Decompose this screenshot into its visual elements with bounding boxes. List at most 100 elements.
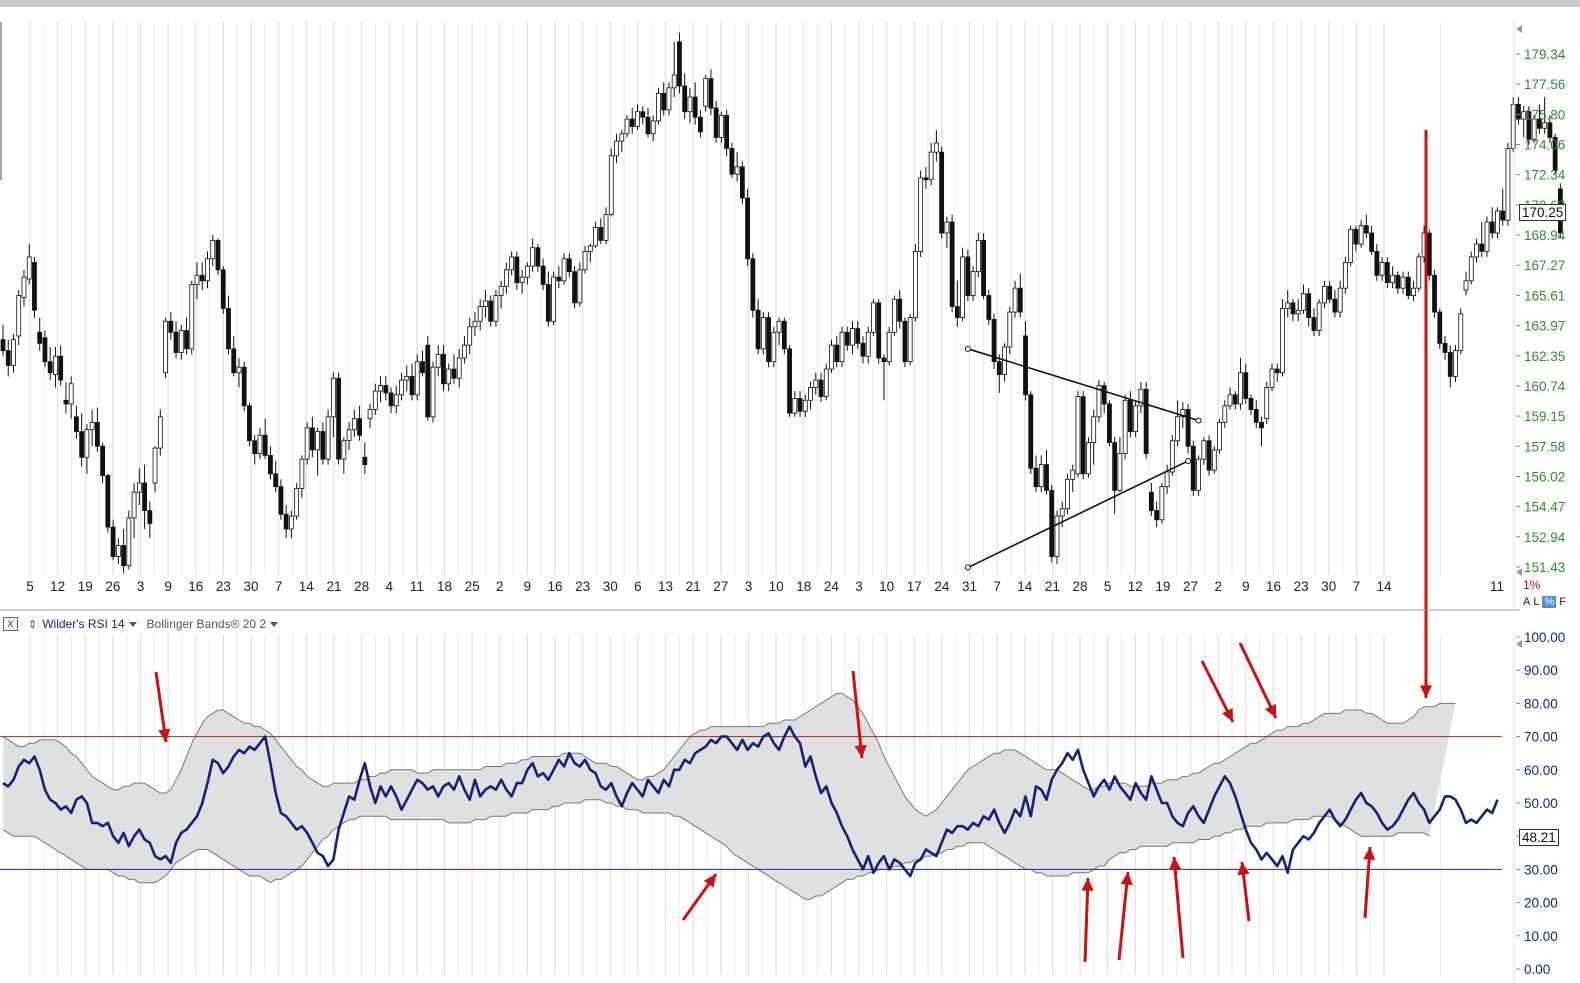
candle	[205, 251, 210, 289]
candle	[1547, 115, 1553, 143]
candle-body-down	[32, 262, 37, 311]
candle-body-up	[341, 440, 347, 460]
candle-body-up	[1175, 416, 1180, 442]
candle	[1416, 253, 1422, 292]
rsi-dropdown-icon[interactable]	[128, 621, 137, 627]
candle-body-up	[1117, 453, 1123, 491]
candle-body-up	[593, 227, 598, 247]
candle-body-down	[1290, 302, 1296, 315]
candle	[907, 313, 913, 366]
candle	[53, 346, 58, 388]
candle	[498, 280, 504, 309]
date-axis-label: 5	[1104, 579, 1112, 594]
arrow-shaft	[1117, 871, 1130, 961]
date-axis-label: 27	[713, 579, 728, 594]
candle-body-down	[724, 114, 730, 149]
date-axis-label: 23	[216, 579, 231, 594]
candle-body-up	[236, 366, 242, 374]
candle-body-up	[1358, 225, 1364, 245]
candle-body-down	[1243, 372, 1249, 399]
candle	[1379, 256, 1385, 281]
candle	[682, 73, 688, 120]
price-axis: 179.34177.56175.80174.06172.34170.63168.…	[1516, 25, 1566, 576]
candle	[1148, 483, 1154, 517]
candle	[1484, 216, 1490, 257]
candle-body-down	[939, 151, 945, 234]
candle-body-down	[1426, 232, 1432, 276]
date-axis-label: 19	[1155, 579, 1170, 594]
candle-body-down	[226, 307, 231, 350]
date-axis-label: 11	[410, 579, 424, 594]
candle-body-up	[1169, 440, 1175, 473]
candle-body-down	[965, 256, 971, 296]
candle-body-down	[1547, 122, 1553, 138]
candle-body-up	[456, 357, 462, 379]
candle-body-up	[1054, 515, 1060, 557]
candle	[1086, 437, 1091, 478]
candle	[37, 317, 43, 351]
candle	[231, 335, 237, 377]
candle	[703, 74, 709, 112]
bollinger-dropdown-icon[interactable]	[270, 621, 279, 627]
candle	[881, 354, 887, 401]
date-axis-label: 18	[796, 579, 811, 594]
close-indicator-button[interactable]: X	[3, 617, 18, 631]
candle	[1327, 280, 1333, 303]
candle-body-down	[199, 274, 205, 282]
candle	[975, 233, 981, 278]
date-axis-label: 30	[603, 579, 618, 594]
candle	[1552, 133, 1558, 175]
candle-body-up	[850, 328, 855, 346]
candle	[1012, 280, 1018, 318]
candle-body-down	[1033, 467, 1039, 488]
candle	[273, 460, 279, 493]
candle-body-down	[58, 355, 64, 381]
candle-body-down	[241, 366, 247, 407]
candle-body-up	[886, 331, 892, 363]
candle	[939, 146, 945, 239]
date-axis-label: 16	[188, 579, 203, 594]
candle-body-down	[1327, 285, 1333, 300]
candle	[923, 166, 929, 189]
candle	[954, 280, 960, 327]
scale-mode-percent[interactable]: %	[1542, 596, 1557, 608]
price-axis-label: 165.61	[1524, 288, 1565, 303]
candle-body-down	[797, 398, 803, 412]
rsi-indicator-label[interactable]: Wilder's RSI 14	[42, 617, 125, 631]
candle	[855, 321, 861, 349]
price-axis-label: 159.15	[1524, 409, 1565, 424]
candle	[435, 345, 441, 377]
candle	[215, 238, 221, 276]
candle	[173, 321, 179, 359]
candle	[608, 148, 614, 217]
trendline-anchor	[964, 345, 971, 352]
candle-body-up	[619, 133, 625, 142]
candle-body-down	[1274, 368, 1280, 374]
candle	[268, 446, 273, 480]
arrow-annotation	[1081, 877, 1094, 963]
candle-body-down	[320, 431, 326, 460]
bollinger-indicator-label[interactable]: Bollinger Bands® 20 2	[146, 617, 267, 631]
candle	[671, 41, 677, 98]
drag-handle-icon[interactable]: ⇕	[28, 618, 38, 631]
candle	[1295, 299, 1301, 322]
candle	[1453, 345, 1458, 382]
scale-mode-f[interactable]: F	[1559, 596, 1566, 608]
candle	[1384, 256, 1390, 289]
candle	[1253, 400, 1259, 428]
date-axis-label: 12	[1128, 579, 1143, 594]
candle	[1479, 221, 1485, 257]
candle	[383, 376, 389, 401]
price-axis-label: 160.74	[1524, 379, 1566, 394]
candle	[844, 326, 850, 351]
candle-body-down	[860, 342, 866, 357]
scale-mode-a[interactable]: A	[1523, 596, 1531, 608]
scale-mode-l[interactable]: L	[1533, 596, 1540, 608]
candle-body-up	[467, 326, 473, 346]
candle-body-down	[981, 239, 986, 296]
candle	[320, 422, 326, 465]
candle	[1537, 104, 1542, 134]
candle-body-up	[446, 368, 452, 385]
candle	[1211, 446, 1217, 474]
candle-body-up	[462, 344, 467, 359]
